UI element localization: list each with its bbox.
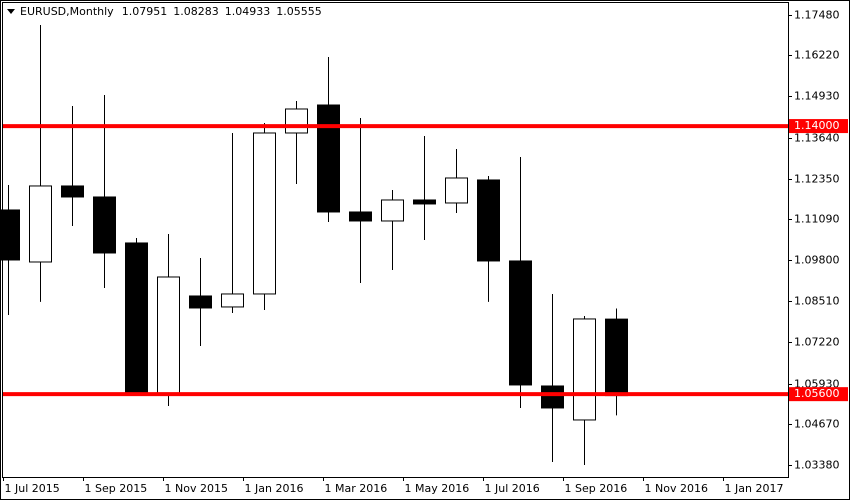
- candle-body: [157, 276, 180, 394]
- price-label-box: [789, 119, 848, 134]
- candle-body: [445, 177, 468, 204]
- x-tick-label: 1 Jul 2016: [485, 482, 540, 495]
- candle-body: [61, 185, 84, 198]
- candle-body: [573, 318, 596, 421]
- menu-arrow: [7, 9, 15, 14]
- candle-body: [125, 242, 148, 394]
- ohlc-value: 1.05555: [276, 5, 322, 18]
- candle-body: [349, 211, 372, 222]
- price-label: 1.05600: [794, 387, 840, 400]
- candle-body: [29, 185, 52, 263]
- x-tick-label: 1 Sep 2016: [565, 482, 628, 495]
- y-tick-label: 1.13640: [794, 132, 840, 145]
- y-tick-label: 1.07220: [794, 336, 840, 349]
- x-tick-label: 1 Jan 2016: [245, 482, 304, 495]
- x-tick-label: 1 Nov 2015: [165, 482, 228, 495]
- x-tick-label: 1 Nov 2016: [645, 482, 708, 495]
- candle-body: [477, 179, 500, 262]
- ohlc-value: 1.07951: [122, 5, 168, 18]
- y-tick-label: 1.11090: [794, 213, 840, 226]
- candle-body: [381, 199, 404, 222]
- candle-body: [413, 199, 436, 205]
- x-tick-label: 1 Mar 2016: [325, 482, 388, 495]
- candle-body: [317, 104, 340, 213]
- candle-body: [221, 293, 244, 308]
- candle-body: [189, 295, 212, 309]
- candle-body: [509, 260, 532, 386]
- x-tick-label: 1 May 2016: [405, 482, 470, 495]
- x-tick-label: 1 Jan 2017: [725, 482, 784, 495]
- y-tick-label: 1.17480: [794, 9, 840, 22]
- ohlc-value: 1.04933: [225, 5, 271, 18]
- price-label-box: [789, 387, 848, 402]
- candle-body: [285, 108, 308, 134]
- candle-body: [0, 209, 20, 261]
- candle-body: [541, 385, 564, 409]
- ohlc-value: 1.08283: [173, 5, 219, 18]
- x-tick-label: 1 Sep 2015: [85, 482, 148, 495]
- chart-title: EURUSD,Monthly: [20, 5, 114, 18]
- y-tick-label: 1.04670: [794, 418, 840, 431]
- y-tick-label: 1.12350: [794, 173, 840, 186]
- y-tick-label: 1.08510: [794, 295, 840, 308]
- y-tick-label: 1.03380: [794, 459, 840, 472]
- candle-body: [605, 318, 628, 397]
- candle-body: [93, 196, 116, 254]
- y-tick-label: 1.14930: [794, 90, 840, 103]
- price-label: 1.14000: [794, 119, 840, 132]
- candle-body: [253, 132, 276, 295]
- x-tick-label: 1 Jul 2015: [5, 482, 60, 495]
- y-tick-label: 1.09800: [794, 254, 840, 267]
- y-tick-label: 1.16220: [794, 49, 840, 62]
